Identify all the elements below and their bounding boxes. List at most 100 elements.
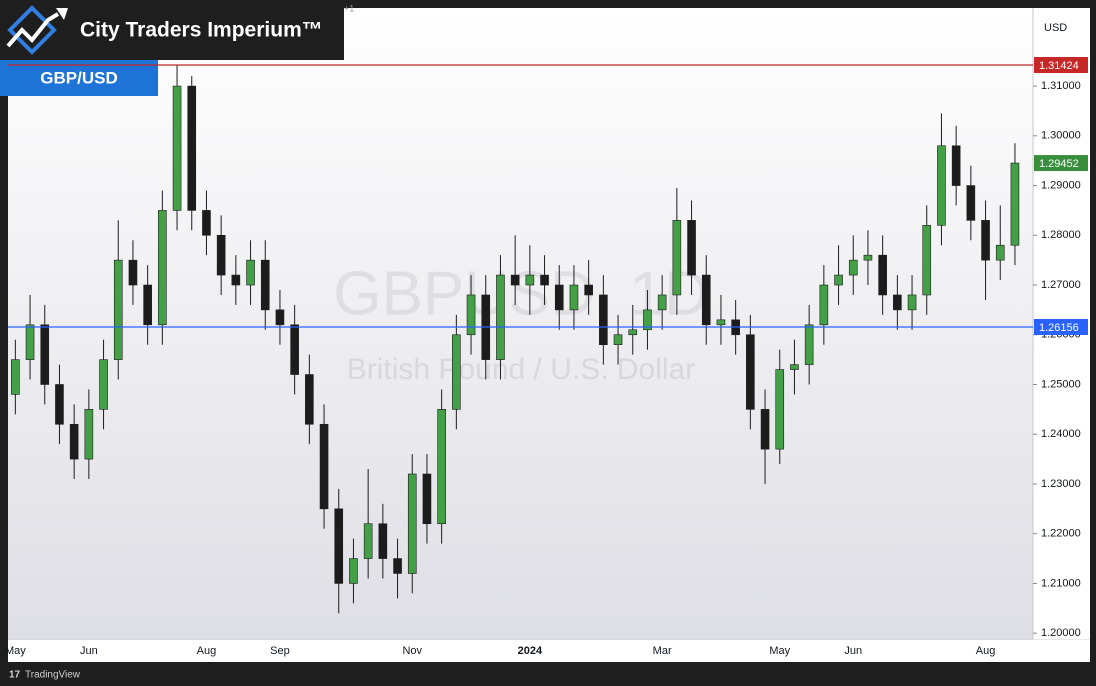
candle-body [510,274,520,286]
candle-body [246,259,255,286]
watermark-title: GBPUSD, 1D [333,259,709,328]
candle-body [863,254,873,261]
x-tick-label: May [769,645,790,657]
x-tick-label: 2024 [518,645,543,657]
level-label: 1.31424 [1039,60,1079,72]
candle-body [128,259,138,286]
candle-body [158,210,167,326]
y-axis-area [1033,8,1090,662]
x-axis-area [8,640,1090,662]
candle-body [363,523,373,559]
candle-body [202,210,211,236]
candle-body [187,85,197,211]
candle-body [893,294,902,311]
logo-text: City Traders Imperium™ [80,19,323,42]
candle-body [804,324,814,365]
candle-body [55,384,64,425]
y-tick-label: 1.22000 [1041,528,1081,540]
y-tick-label: 1.24000 [1041,428,1081,440]
candle-body [25,324,35,360]
corner-note: +1 [344,3,354,13]
candle-body [966,185,976,221]
x-tick-label: Nov [402,645,422,657]
candle-body [584,284,593,296]
candle-body [643,309,652,331]
candle-body [143,284,152,326]
candle-body [290,324,299,375]
candle-body [422,473,432,525]
candle-body [1010,162,1020,246]
logo-icon [6,5,68,55]
candle-body [937,145,946,226]
candle-body [907,294,917,311]
candle-body [231,274,241,286]
y-tick-label: 1.23000 [1041,478,1081,490]
candle-body [599,294,608,345]
candle-body [760,409,770,450]
candle-body [466,294,476,336]
x-tick-label: Aug [976,645,996,657]
candle-body [951,145,961,186]
last-price-box [1034,155,1088,172]
y-tick-label: 1.28000 [1041,229,1081,241]
y-tick-label: 1.27000 [1041,279,1081,291]
candle-body [305,374,314,425]
candles: 1.20000 1.21000 1.22000 1.23000 1.24000 1.250… [11,64,1081,639]
candle-body [701,274,711,326]
candle-body [848,259,858,276]
candle-body [393,558,402,574]
candle-body [349,558,358,584]
candle-body [260,259,270,311]
footer-icon: 17 [9,670,21,681]
last-price-label: 1.29452 [1039,158,1079,170]
candle-body [69,423,79,460]
candle-body [437,409,446,525]
candle-body [525,274,535,286]
y-tick-label: 1.30000 [1041,130,1081,142]
candle-body [99,359,108,410]
candle-body [378,523,388,559]
y-tick-label: 1.29000 [1041,179,1081,191]
x-tick-label: Jun [80,645,98,657]
candle-body [334,508,344,584]
plot-area [8,8,1033,662]
watermark-subtitle: British Pound / U.S. Dollar [347,353,695,386]
candle-body [554,284,564,311]
candle-body [407,473,417,574]
candle-body [569,284,579,311]
candle-body [319,423,329,510]
footer-brand: TradingView [25,670,81,681]
candle-body [687,220,696,276]
y-tick-label: 1.25000 [1041,378,1081,390]
x-tick-label: Jun [844,645,862,657]
y-tick-label: 1.20000 [1041,627,1081,639]
candle-body [11,359,20,395]
y-axis-unit: USD [1044,22,1067,34]
candle-body [775,369,785,450]
candle-body [84,409,94,460]
level-label: 1.26156 [1039,322,1079,334]
candle-body [40,324,50,385]
candle-body [275,309,285,326]
candle-body [540,274,549,286]
candle-body [981,220,990,261]
x-tick-label: Mar [653,645,672,657]
x-tick-label: May [5,645,26,657]
candle-body [113,259,123,360]
x-tick-label: Aug [197,645,217,657]
badge [0,60,158,96]
candle-body [657,294,667,311]
logo-box [0,0,344,60]
candle-body [672,220,682,296]
candle-body [216,234,226,276]
level-label-box [1034,318,1088,335]
level-label-box [1034,56,1088,73]
y-tick-label: 1.31000 [1041,80,1081,92]
candle-body [496,274,505,360]
badge-text: GBP/USD [40,68,117,87]
candle-body [790,364,799,370]
candle-body [878,254,887,296]
candle-body [628,329,638,336]
